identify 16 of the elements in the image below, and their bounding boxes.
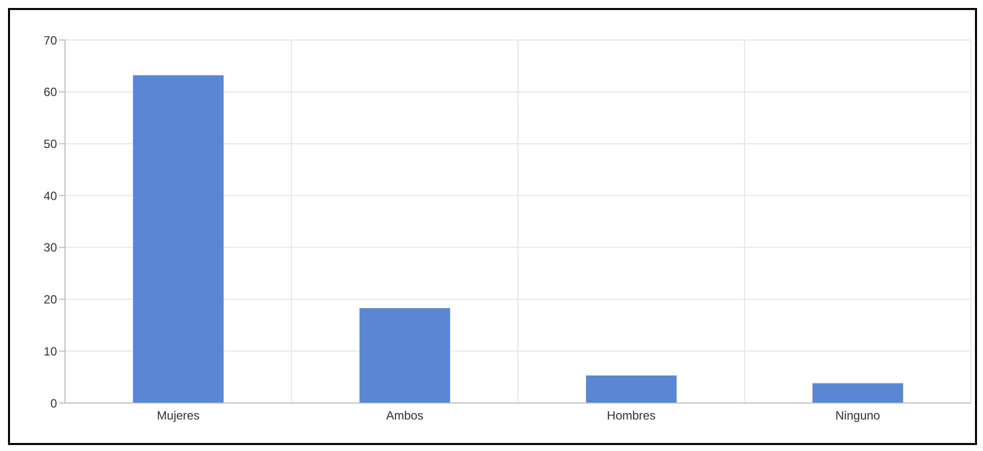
y-tick-label: 20 (44, 292, 58, 307)
x-tick-label: Hombres (606, 408, 656, 423)
y-tick-label: 10 (44, 344, 58, 358)
y-tick-label: 70 (44, 33, 58, 48)
y-tick-label: 60 (44, 85, 58, 100)
bar (812, 383, 904, 403)
y-tick-label: 0 (50, 396, 58, 410)
bar (586, 376, 677, 403)
bar (133, 75, 224, 403)
y-tick-label: 30 (44, 240, 58, 255)
x-tick-label: Ninguno (835, 408, 880, 423)
y-tick-label: 40 (44, 188, 58, 203)
bar (360, 308, 450, 403)
x-tick-label: Mujeres (156, 408, 200, 423)
y-tick-label: 50 (44, 136, 58, 151)
x-tick-label: Ambos (386, 408, 424, 423)
